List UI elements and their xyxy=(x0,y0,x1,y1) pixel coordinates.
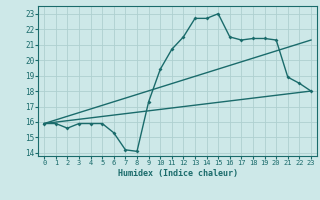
X-axis label: Humidex (Indice chaleur): Humidex (Indice chaleur) xyxy=(118,169,238,178)
